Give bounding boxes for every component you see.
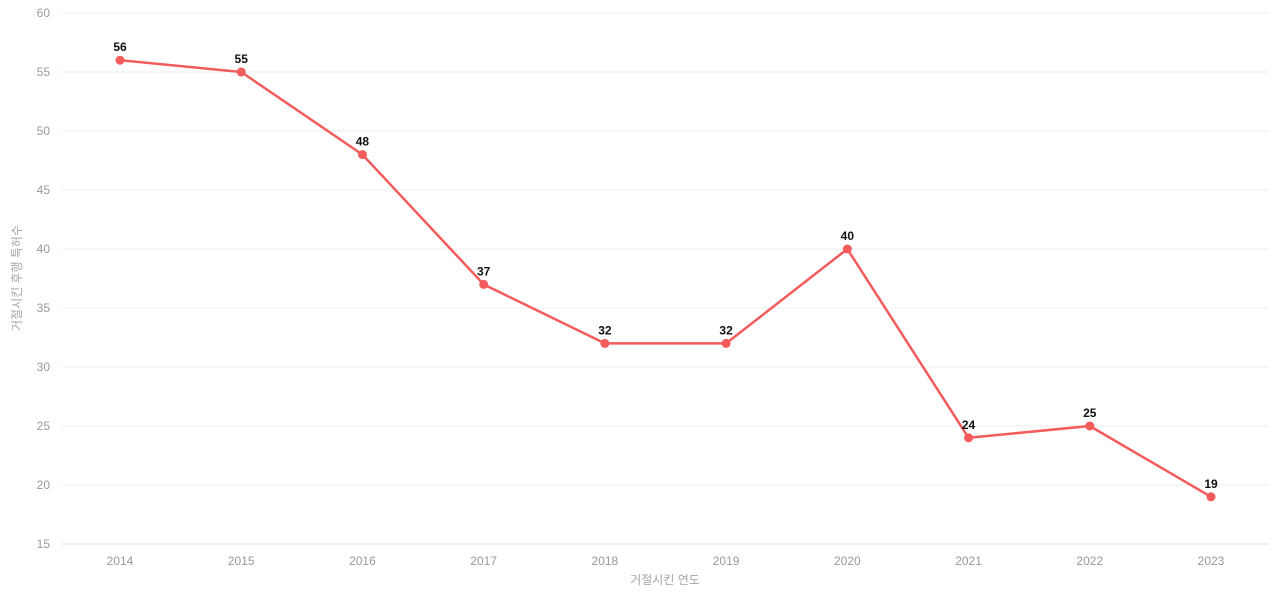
- y-tick-label: 25: [37, 419, 51, 433]
- y-tick-label: 60: [37, 6, 51, 20]
- plot-area: 15 20 25 30 35 40 45 50 55 60 2014 2015 2016 2017 2018…: [37, 6, 1269, 568]
- y-tick-label: 45: [37, 183, 51, 197]
- y-tick-label: 30: [37, 360, 51, 374]
- y-tick-label: 55: [37, 65, 51, 79]
- x-tick-label: 2014: [107, 554, 134, 568]
- point-label: 40: [841, 229, 855, 243]
- data-point[interactable]: [479, 279, 489, 289]
- data-point[interactable]: [115, 55, 125, 65]
- point-label: 24: [962, 418, 976, 432]
- point-label: 48: [356, 135, 370, 149]
- y-tick-label: 50: [37, 124, 51, 138]
- point-label: 19: [1204, 477, 1218, 491]
- y-tick-label: 15: [37, 537, 51, 551]
- x-tick-label: 2018: [592, 554, 619, 568]
- y-tick-label: 35: [37, 301, 51, 315]
- x-tick-label: 2023: [1198, 554, 1225, 568]
- point-label: 32: [598, 323, 612, 337]
- x-tick-label: 2016: [349, 554, 376, 568]
- data-point[interactable]: [842, 244, 852, 254]
- data-point[interactable]: [600, 338, 610, 348]
- y-tick-label: 20: [37, 478, 51, 492]
- point-label: 55: [235, 52, 249, 66]
- data-point[interactable]: [721, 338, 731, 348]
- data-point[interactable]: [357, 150, 367, 160]
- x-axis-title: 거절시킨 연도: [630, 573, 700, 587]
- y-axis-title: 거절시킨 후행 특허수: [9, 225, 24, 331]
- series-line: [118, 58, 1213, 499]
- data-point[interactable]: [1206, 492, 1216, 502]
- y-tick-label: 40: [37, 242, 51, 256]
- data-point[interactable]: [1085, 421, 1095, 431]
- data-point[interactable]: [236, 67, 246, 77]
- x-tick-label: 2021: [955, 554, 982, 568]
- data-point[interactable]: [964, 433, 974, 443]
- x-tick-label: 2015: [228, 554, 255, 568]
- point-label: 37: [477, 264, 491, 278]
- point-label: 25: [1083, 406, 1097, 420]
- x-tick-label: 2020: [834, 554, 861, 568]
- point-label: 32: [719, 323, 733, 337]
- x-tick-label: 2022: [1076, 554, 1103, 568]
- point-label: 56: [113, 40, 127, 54]
- x-tick-label: 2017: [470, 554, 497, 568]
- x-tick-label: 2019: [713, 554, 740, 568]
